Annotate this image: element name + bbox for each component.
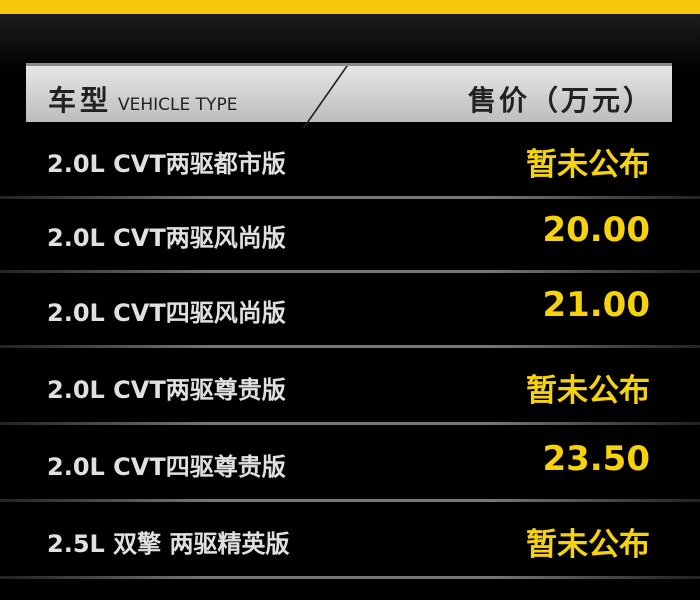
- table-row: 2.0L CVT两驱都市版 暂未公布: [0, 122, 700, 199]
- row-divider: [0, 422, 700, 425]
- vehicle-name: 2.5L 双擎 两驱精英版: [47, 530, 290, 558]
- table-row: 2.0L CVT两驱风尚版 20.00: [0, 196, 700, 273]
- table-row: 2.0L CVT四驱尊贵版 23.50: [0, 425, 700, 502]
- vehicle-name: 2.0L CVT两驱风尚版: [47, 224, 286, 252]
- table-row: 2.0L CVT两驱尊贵版 暂未公布: [0, 348, 700, 425]
- vehicle-price: 21.00: [542, 285, 650, 325]
- vehicle-type-cn: 车型: [48, 84, 113, 117]
- vehicle-price: 23.50: [542, 439, 650, 479]
- row-divider: [0, 499, 700, 502]
- vehicle-price: 暂未公布: [526, 527, 650, 563]
- row-divider: [0, 576, 700, 579]
- row-divider: [0, 345, 700, 348]
- vehicle-type-en: VEHICLE TYPE: [118, 95, 238, 115]
- vehicle-price: 暂未公布: [526, 373, 650, 409]
- table-row: 2.0L CVT四驱风尚版 21.00: [0, 271, 700, 348]
- vehicle-name: 2.0L CVT两驱尊贵版: [47, 376, 286, 404]
- row-divider: [0, 270, 700, 273]
- table-header: 车型 VEHICLE TYPE 售价（万元）: [26, 63, 672, 128]
- row-divider: [0, 196, 700, 199]
- vehicle-type-header: 车型 VEHICLE TYPE: [48, 79, 237, 119]
- vehicle-name: 2.0L CVT两驱都市版: [47, 150, 286, 178]
- vehicle-price: 暂未公布: [526, 147, 650, 183]
- vehicle-name: 2.0L CVT四驱风尚版: [47, 299, 286, 327]
- vehicle-name: 2.0L CVT四驱尊贵版: [47, 453, 286, 481]
- price-header: 售价（万元）: [467, 84, 654, 117]
- vehicle-price: 20.00: [542, 210, 650, 250]
- top-banner: [0, 0, 700, 14]
- header-divider: [302, 66, 348, 128]
- table-row: 2.5L 双擎 两驱精英版 暂未公布: [0, 502, 700, 579]
